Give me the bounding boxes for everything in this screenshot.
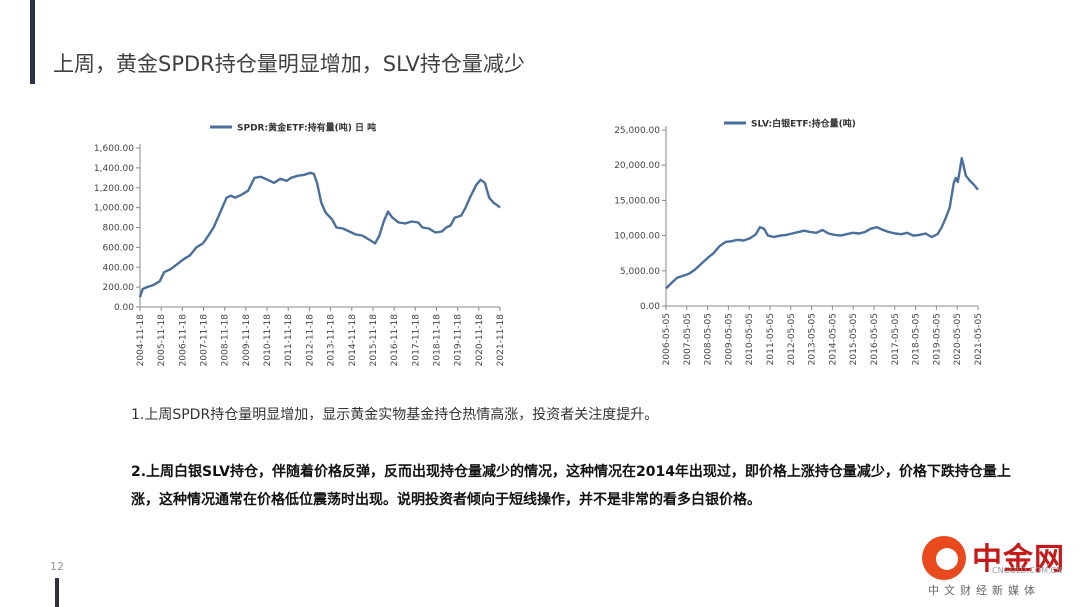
- note-1: 1.上周SPDR持仓量明显增加，显示黄金实物基金持仓热情高涨，投资者关注度提升。: [131, 407, 659, 423]
- silver-x-tick-label: 2014-05-05: [828, 313, 838, 365]
- accent-bar-bottom: [55, 578, 59, 607]
- gold-x-tick-label: 2004-11-18: [136, 314, 146, 367]
- gold-x-tick-label: 2020-11-18: [475, 314, 485, 367]
- silver-x-tick-label: 2015-05-05: [849, 313, 859, 365]
- silver-legend-label: SLV:白银ETF:持仓量(吨): [751, 118, 856, 130]
- gold-y-tick-label: 800.00: [103, 224, 135, 234]
- silver-x-tick-label: 2021-05-05: [974, 313, 984, 365]
- gold-legend-label: SPDR:黄金ETF:持有量(吨) 日 吨: [237, 122, 376, 134]
- gold-spdr-holdings-chart: SPDR:黄金ETF:持有量(吨) 日 吨 0.00 200.00 400.00 600…: [94, 122, 506, 367]
- silver-y-tick-label: 0.00: [640, 302, 660, 312]
- logo-tagline: 中文财经新媒体: [928, 584, 1040, 597]
- gold-x-tick-label: 2006-11-18: [178, 314, 188, 367]
- silver-x-tick-label: 2007-05-05: [683, 313, 693, 365]
- silver-x-tick-label: 2006-05-05: [662, 313, 672, 365]
- gold-x-tick-label: 2015-11-18: [369, 314, 379, 367]
- gold-y-tick-label: 0.00: [114, 303, 134, 313]
- page-number: 12: [50, 560, 64, 573]
- gold-legend: SPDR:黄金ETF:持有量(吨) 日 吨: [210, 122, 376, 134]
- gold-y-tick-label: 1,200.00: [94, 184, 134, 194]
- gold-x-tick-label: 2012-11-18: [305, 314, 315, 367]
- silver-x-tick-label: 2020-05-05: [953, 313, 963, 365]
- silver-x-tick-label: 2019-05-05: [932, 313, 942, 365]
- gold-y-tick-label: 200.00: [103, 283, 135, 293]
- silver-x-tick-label: 2009-05-05: [724, 313, 734, 365]
- gold-y-tick-label: 1,600.00: [94, 144, 134, 154]
- gold-x-tick-label: 2017-11-18: [411, 314, 421, 367]
- logo-name: 中金网: [972, 542, 1065, 577]
- gold-y-tick-label: 1,000.00: [94, 204, 134, 214]
- slide-title: 上周，黄金SPDR持仓量明显增加，SLV持仓量减少: [53, 52, 525, 76]
- gold-x-tick-label: 2018-11-18: [432, 314, 442, 367]
- gold-x-tick-label: 2021-11-18: [496, 314, 506, 367]
- gold-y-tick-label: 1,400.00: [94, 164, 134, 174]
- silver-slv-holdings-chart: SLV:白银ETF:持仓量(吨) 0.00 5,000.00 10,000.00 15,…: [614, 118, 984, 366]
- silver-x-tick-label: 2016-05-05: [870, 313, 880, 365]
- gold-x-tick-label: 2014-11-18: [348, 314, 358, 367]
- accent-bar-top: [30, 0, 35, 84]
- silver-x-tick-label: 2018-05-05: [912, 313, 922, 365]
- gold-x-tick-label: 2009-11-18: [242, 314, 252, 367]
- gold-x-tick-label: 2010-11-18: [263, 314, 273, 367]
- silver-x-tick-label: 2011-05-05: [766, 313, 776, 365]
- gold-x-tick-label: 2016-11-18: [390, 314, 400, 367]
- silver-x-tick-label: 2012-05-05: [787, 313, 797, 365]
- silver-y-tick-label: 10,000.00: [614, 232, 660, 242]
- silver-x-tick-label: 2017-05-05: [891, 313, 901, 365]
- silver-y-tick-label: 15,000.00: [614, 196, 660, 206]
- note-2: 2.上周白银SLV持仓，伴随着价格反弹，反而出现持仓量减少的情况，这种情况在20…: [131, 464, 1011, 508]
- logo-domain: CNGOLD.COM.CN: [992, 566, 1063, 575]
- silver-y-tick-label: 5,000.00: [620, 267, 660, 277]
- gold-x-tick-label: 2005-11-18: [157, 314, 167, 367]
- silver-x-tick-label: 2008-05-05: [704, 313, 714, 365]
- silver-x-tick-label: 2010-05-05: [745, 313, 755, 365]
- gold-x-tick-label: 2008-11-18: [221, 314, 231, 367]
- silver-x-tick-label: 2013-05-05: [808, 313, 818, 365]
- silver-y-tick-label: 20,000.00: [614, 161, 660, 171]
- gold-x-tick-label: 2007-11-18: [200, 314, 210, 367]
- gold-y-tick-label: 600.00: [103, 243, 135, 253]
- gold-x-tick-label: 2019-11-18: [454, 314, 464, 367]
- gold-x-tick-label: 2013-11-18: [327, 314, 337, 367]
- cngold-logo: 中金网 CNGOLD.COM.CN 中文财经新媒体: [918, 534, 1068, 600]
- silver-legend: SLV:白银ETF:持仓量(吨): [724, 118, 856, 130]
- gold-series-line: [138, 171, 501, 298]
- gold-x-tick-label: 2011-11-18: [284, 314, 294, 367]
- silver-y-tick-label: 25,000.00: [614, 126, 660, 136]
- gold-y-tick-label: 400.00: [103, 263, 135, 273]
- logo-icon: [922, 536, 966, 580]
- silver-series-line: [665, 157, 979, 290]
